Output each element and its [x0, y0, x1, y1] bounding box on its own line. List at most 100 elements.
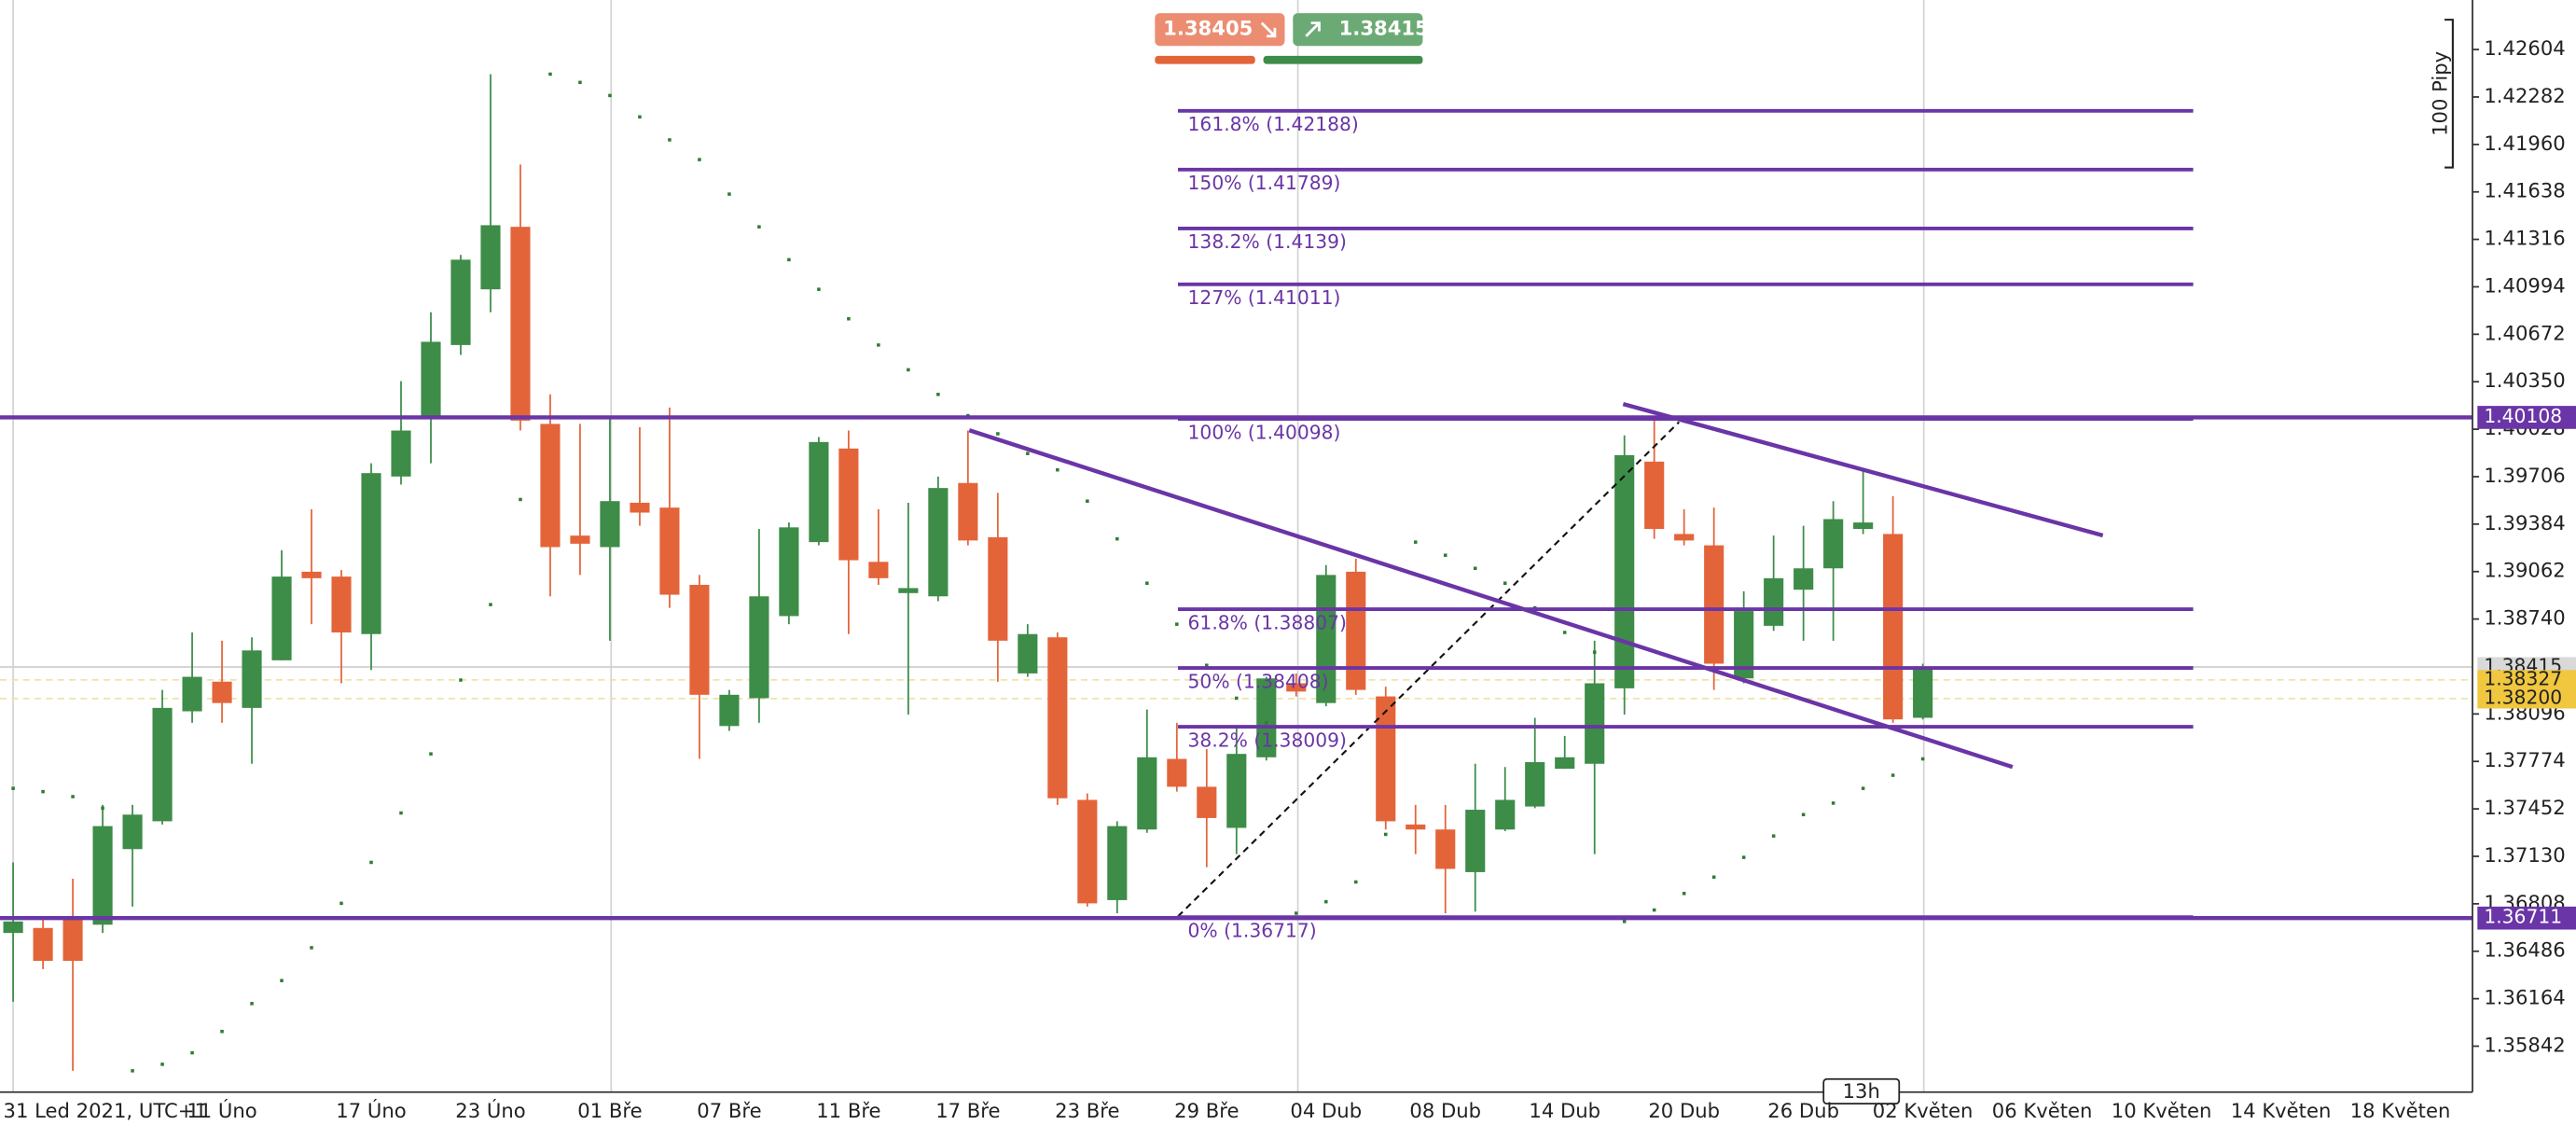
candle-body: [331, 576, 352, 632]
sar-dot: [459, 678, 463, 682]
candle-body: [1077, 799, 1098, 904]
candle-body: [958, 482, 978, 541]
sar-dot: [1711, 875, 1716, 880]
sar-dot: [877, 343, 880, 347]
sar-dot: [1324, 899, 1328, 904]
trend-line: [968, 428, 2014, 770]
level-badge-label: 1.40108: [2484, 405, 2562, 427]
candle-body: [1674, 534, 1695, 541]
candle-body: [1525, 762, 1545, 807]
y-tick-label: 1.41960: [2484, 132, 2565, 155]
sar-dot: [339, 901, 343, 906]
sar-dot: [160, 1062, 164, 1066]
fib-label: 50% (1.38408): [1188, 670, 1329, 692]
sar-dot: [668, 138, 672, 142]
buy-arrow[interactable]: [1305, 21, 1321, 37]
trend-line: [1622, 401, 2104, 538]
price-badge: [2477, 688, 2576, 709]
candle-body: [928, 488, 949, 597]
x-tick-label: 26 Dub: [1767, 1099, 1839, 1122]
sar-dot: [936, 393, 940, 396]
candle-body: [898, 588, 919, 593]
x-tick-label: 17 Bře: [935, 1099, 1000, 1122]
sell-box[interactable]: [1155, 13, 1285, 47]
y-tick-label: 1.40350: [2484, 368, 2565, 392]
candle-body: [1406, 824, 1426, 830]
buy-price[interactable]: 1.38415: [1339, 17, 1429, 40]
y-tick-label: 1.38740: [2484, 606, 2565, 630]
x-tick-label: 01 Bře: [577, 1099, 642, 1122]
y-tick-label: 1.40994: [2484, 273, 2565, 297]
sell-button[interactable]: 1.38405: [1155, 13, 1285, 64]
candle-body: [1734, 611, 1754, 679]
sar-dot: [1235, 696, 1239, 701]
price-badge-label: 1.38327: [2484, 667, 2562, 689]
fib-label: 0% (1.36717): [1188, 920, 1317, 942]
sar-dot: [1413, 540, 1418, 544]
candle-body: [749, 596, 769, 699]
x-tick-label: 07 Bře: [697, 1099, 761, 1122]
sar-dot: [638, 115, 642, 119]
drawings: 161.8% (1.42188) 150% (1.41789) 138.2% (1.…: [0, 108, 2473, 942]
candle-body: [1853, 522, 1874, 530]
x-tick-label: 04 Dub: [1290, 1099, 1362, 1122]
candle-body: [1047, 637, 1068, 799]
candle-body: [1346, 571, 1366, 690]
fib-label: 127% (1.41011): [1188, 286, 1341, 309]
candle-body: [510, 227, 531, 421]
buy-box[interactable]: [1293, 13, 1423, 47]
candle-body: [1435, 829, 1456, 869]
candle-body: [1495, 799, 1516, 830]
fib-label: 138.2% (1.4139): [1188, 230, 1347, 253]
candle-body: [600, 501, 620, 548]
sar-dot: [1652, 908, 1656, 912]
x-tick-label: 10 Květen: [2112, 1099, 2212, 1122]
x-tick-label: 23 Úno: [455, 1099, 525, 1122]
sar-dot: [1056, 467, 1059, 472]
price-badge-label: 1.38200: [2484, 686, 2562, 708]
candle-body: [92, 826, 113, 925]
sar-dot: [1473, 566, 1477, 571]
sar-dot: [1175, 622, 1179, 626]
candle-body: [122, 814, 143, 850]
candle-body: [271, 576, 292, 660]
sar-dot: [578, 80, 582, 85]
x-tick-label: 20 Dub: [1648, 1099, 1720, 1122]
sell-arrow[interactable]: [1260, 21, 1277, 38]
x-tick-label: 11 Bře: [816, 1099, 880, 1122]
candle-body: [1286, 683, 1307, 692]
level-badge: [2477, 906, 2576, 930]
candle-body: [361, 473, 381, 634]
sar-dot: [1115, 536, 1119, 541]
sar-dot: [1890, 773, 1895, 777]
candle-body: [1018, 633, 1038, 674]
candle-body: [152, 707, 173, 822]
sar-dot: [1771, 834, 1776, 838]
candle-body: [570, 535, 590, 544]
sell-bar[interactable]: [1155, 55, 1255, 64]
x-tick-label: 17 Úno: [336, 1099, 406, 1122]
sar-dot: [369, 860, 373, 865]
candle-body: [988, 536, 1008, 641]
candle-body: [630, 502, 650, 513]
y-tick-label: 1.39706: [2484, 464, 2565, 487]
sar-dot: [757, 225, 761, 229]
candle-body: [1167, 758, 1187, 787]
y-tick-label: 1.41316: [2484, 227, 2565, 250]
candle-body: [1555, 757, 1575, 770]
buy-bar[interactable]: [1263, 55, 1423, 64]
candle-body: [391, 430, 411, 477]
sar-dot: [1354, 880, 1358, 884]
buy-button[interactable]: 1.38415: [1263, 13, 1429, 64]
x-tick-label: 14 Dub: [1529, 1099, 1600, 1122]
sar-dot: [1741, 855, 1746, 859]
sar-dot: [250, 1002, 254, 1006]
candle-body: [1376, 696, 1396, 822]
candle-body: [1764, 577, 1784, 626]
sell-price[interactable]: 1.38405: [1163, 17, 1253, 40]
y-tick-label: 1.42604: [2484, 36, 2565, 60]
x-tick-label: 18 Květen: [2350, 1099, 2451, 1122]
